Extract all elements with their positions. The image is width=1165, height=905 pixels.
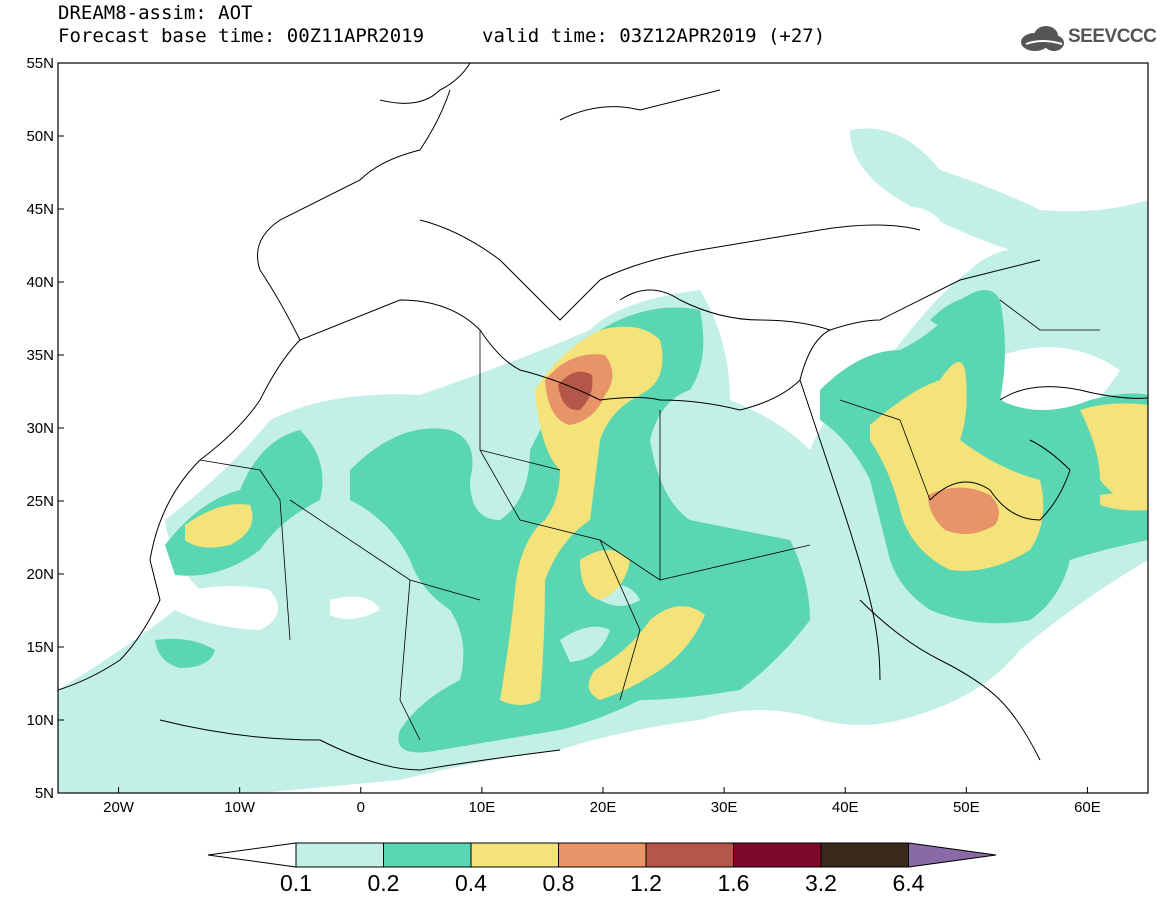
- lon-label: 10W: [224, 799, 256, 816]
- country-borders: [199, 299, 1100, 741]
- colorbar-box: [558, 842, 647, 868]
- colorbar-label: 0.1: [280, 870, 312, 896]
- lon-label: 40E: [832, 799, 859, 816]
- logo-text: SEEVCCC: [1068, 26, 1157, 47]
- lat-label: 30N: [26, 420, 54, 437]
- colorbar-box: [295, 842, 384, 868]
- lon-label: 20E: [590, 799, 617, 816]
- valid-time: valid time: 03Z12APR2019 (+27): [482, 25, 826, 47]
- lat-label: 50N: [26, 128, 54, 145]
- aot-contour-1-2: [558, 371, 593, 411]
- coastlines: [58, 63, 1148, 771]
- colorbar-label: 0.4: [455, 870, 487, 896]
- colorbar-label: 3.2: [805, 870, 837, 896]
- lat-label: 25N: [26, 493, 54, 510]
- lat-label: 35N: [26, 347, 54, 364]
- lon-label: 0: [357, 799, 365, 816]
- colorbar-label: 1.6: [718, 870, 750, 896]
- map-title: DREAM8-assim: AOT: [58, 2, 253, 24]
- lon-label: 50E: [953, 799, 980, 816]
- colorbar-box: [820, 842, 909, 868]
- colorbar-label: 1.2: [630, 870, 662, 896]
- aot-field: [58, 128, 1148, 793]
- seevccc-logo: SEEVCCC: [1018, 24, 1158, 54]
- lat-label: 5N: [35, 785, 54, 802]
- colorbar-under-triangle: [207, 842, 297, 868]
- lon-label: 20W: [103, 799, 135, 816]
- aot-contour-0-4: [185, 326, 1148, 705]
- colorbar-box: [733, 842, 822, 868]
- lon-label: 30E: [711, 799, 738, 816]
- colorbar-over-triangle: [908, 842, 997, 868]
- lat-label: 10N: [26, 712, 54, 729]
- colorbar-box: [383, 842, 472, 868]
- lat-label: 15N: [26, 639, 54, 656]
- colorbar-label: 0.8: [543, 870, 575, 896]
- lat-label: 40N: [26, 274, 54, 291]
- cloud-icon: [1021, 26, 1064, 51]
- colorbar-box: [645, 842, 734, 868]
- colorbar-label: 6.4: [893, 870, 925, 896]
- lat-label: 55N: [26, 55, 54, 72]
- lat-label: 45N: [26, 201, 54, 218]
- forecast-base-time: Forecast base time: 00Z11APR2019: [58, 25, 425, 47]
- colorbar-boxes: [207, 842, 997, 868]
- colorbar-label: 0.2: [368, 870, 400, 896]
- colorbar-labels: 0.1 0.2 0.4 0.8 1.2 1.6 3.2 6.4: [280, 870, 925, 896]
- lon-label: 10E: [469, 799, 496, 816]
- longitude-axis: 20W 10W 0 10E 20E 30E 40E 50E 60E: [103, 787, 1101, 816]
- colorbar-box: [470, 842, 559, 868]
- lat-label: 20N: [26, 566, 54, 583]
- lon-label: 60E: [1074, 799, 1101, 816]
- latitude-axis: 55N 50N 45N 40N 35N 30N 25N 20N 15N 10N 5N: [26, 55, 64, 802]
